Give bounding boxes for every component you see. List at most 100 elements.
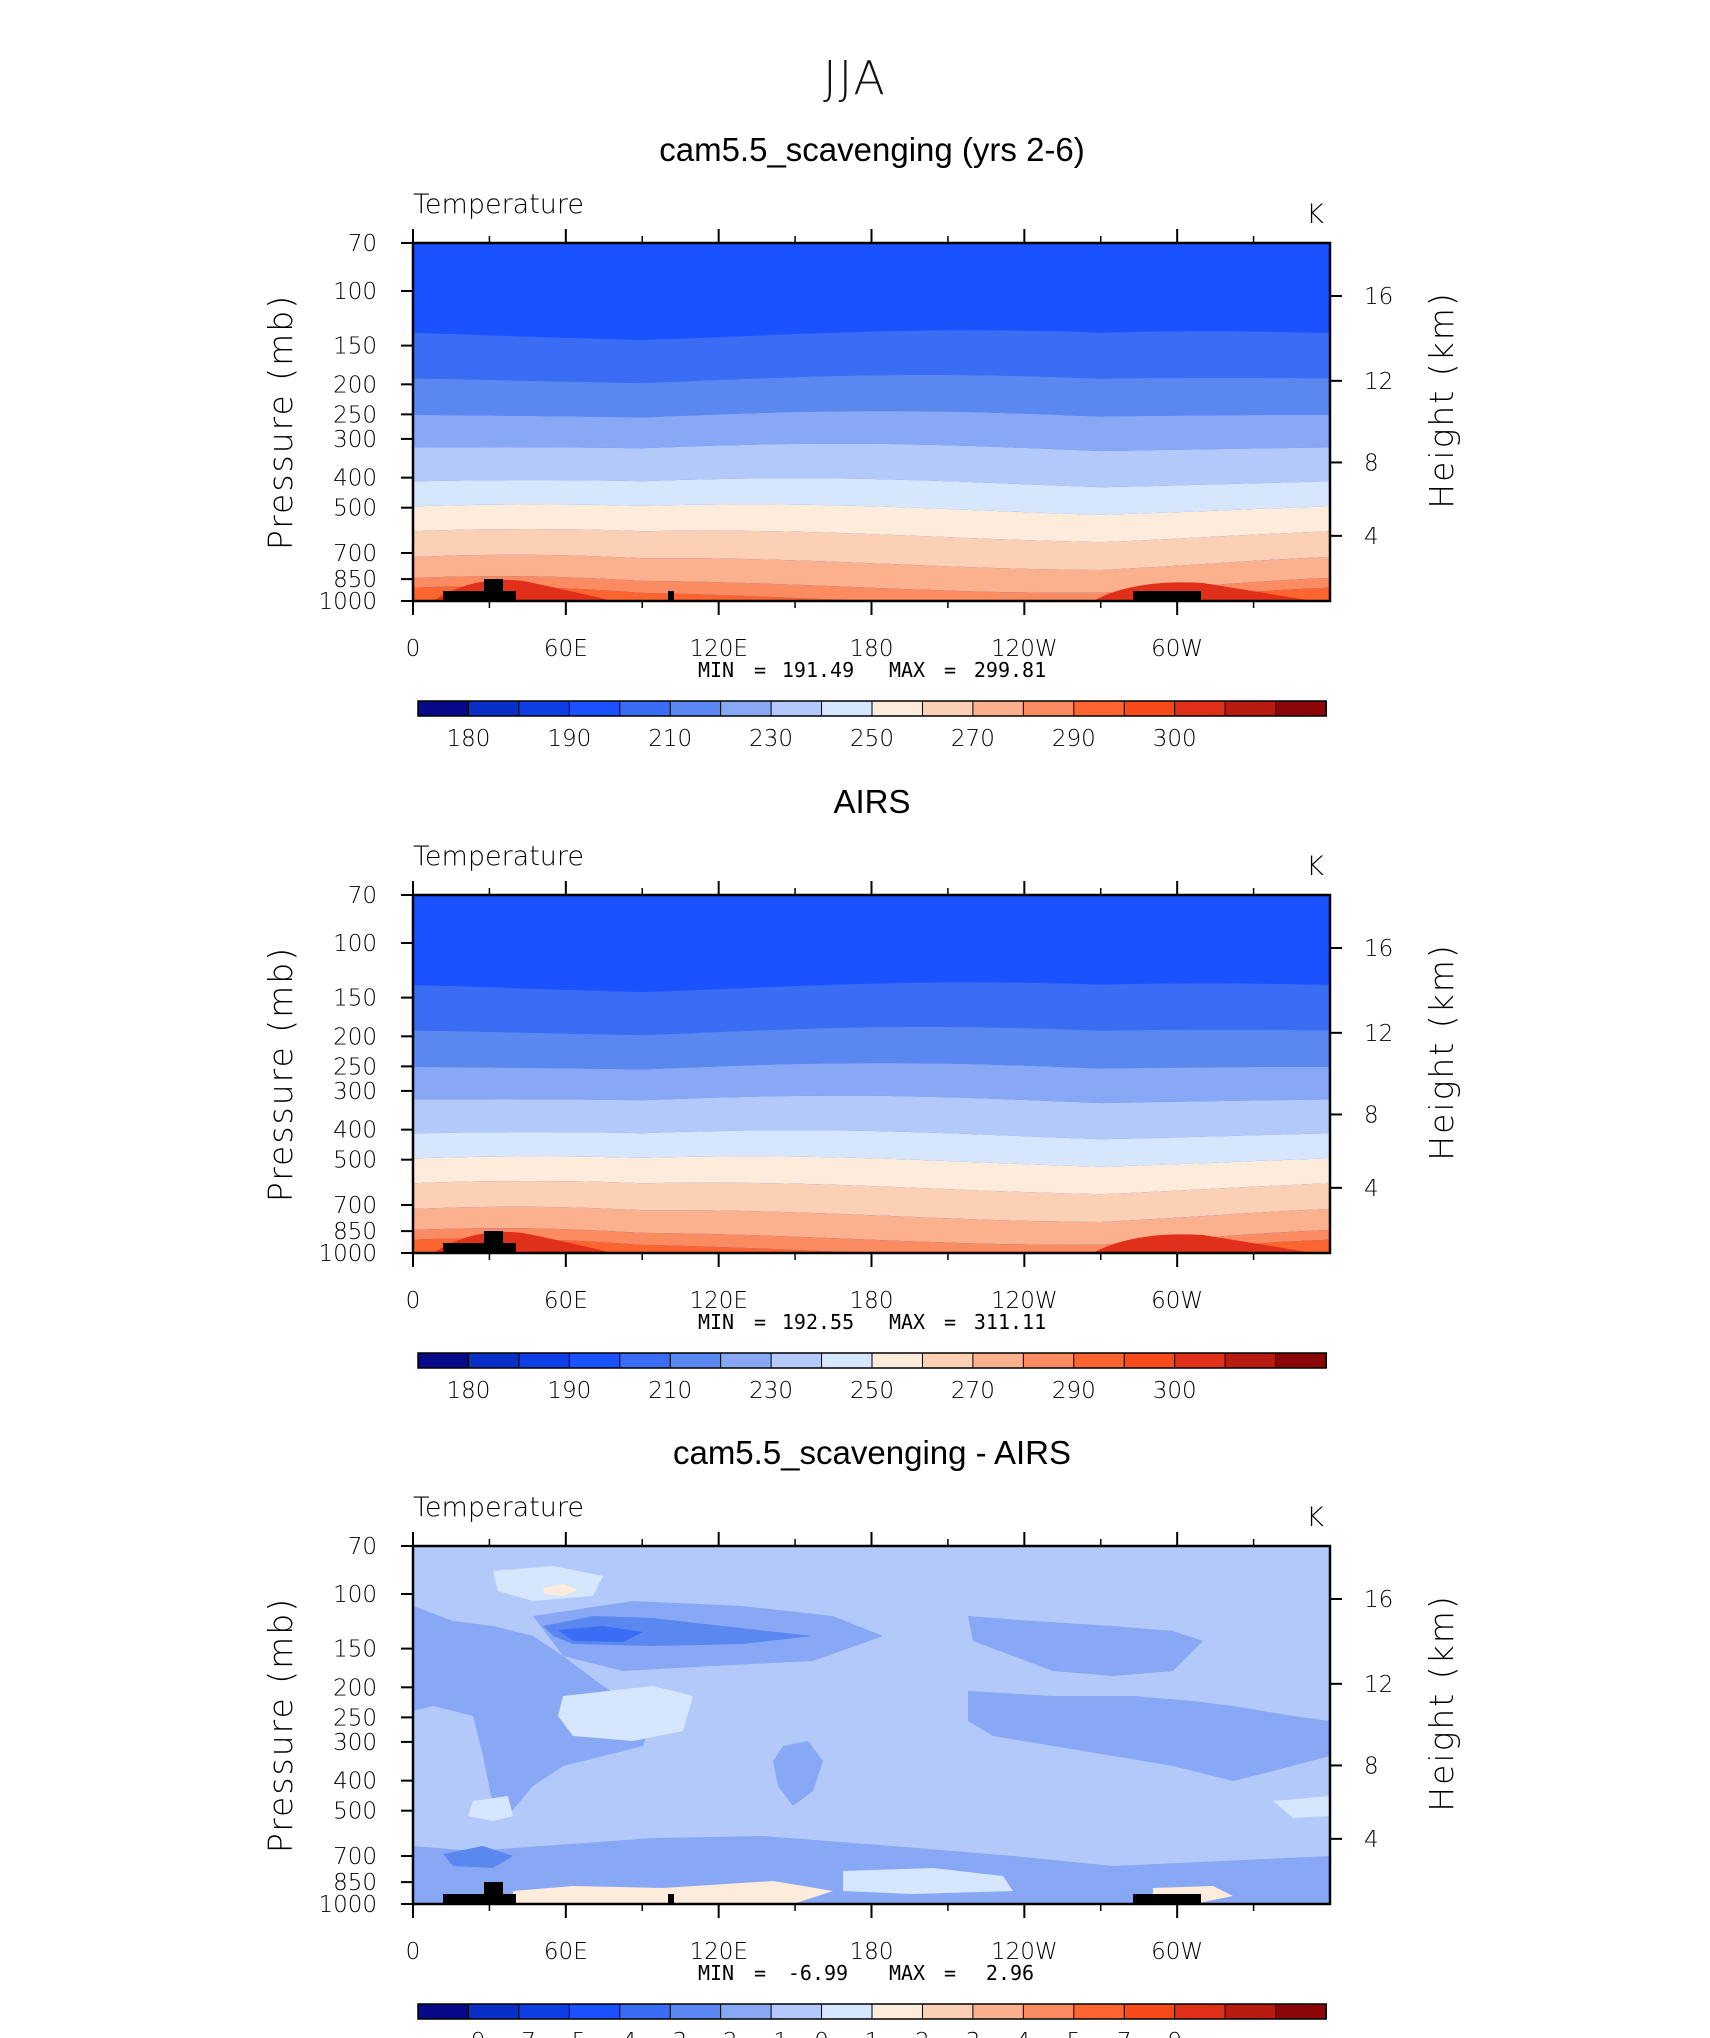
lon-tick-label: 180 [850, 1288, 894, 1314]
colorbar-label: 180 [446, 1378, 490, 1404]
panel-1: cam5.5_scavenging (yrs 2-6) Temperature K 7… [261, 131, 1461, 752]
pressure-tick-label: 400 [333, 1118, 377, 1144]
pressure-tick-label: 300 [333, 1079, 377, 1105]
pressure-tick-label: 150 [333, 1637, 377, 1663]
colorbar-label: 230 [749, 726, 793, 752]
colorbar-swatch [1123, 1352, 1176, 1369]
colorbar-swatch [1174, 1352, 1227, 1369]
min-label: MIN [698, 1310, 734, 1334]
colorbar-swatch [1224, 700, 1277, 717]
contour-field [413, 895, 1330, 1253]
lon-tick-label: 60W [1151, 636, 1203, 662]
colorbar-label: 250 [850, 1378, 894, 1404]
panel-title: AIRS [833, 783, 910, 820]
contour-band [413, 1206, 1330, 1245]
panel-title: cam5.5_scavenging - AIRS [673, 1434, 1071, 1471]
lon-tick-label: 0 [406, 1288, 421, 1314]
colorbar-swatch [770, 2003, 823, 2020]
pressure-tick-label: 70 [348, 883, 377, 909]
colorbar-label: −2 [704, 2029, 738, 2038]
pressure-tick-label: 250 [333, 1705, 377, 1731]
contour-band [843, 1868, 1013, 1894]
contour-band [413, 982, 1330, 1036]
pressure-tick-label: 100 [333, 1582, 377, 1608]
colorbar-label: 250 [850, 726, 894, 752]
pressure-tick-label: 500 [333, 496, 377, 522]
pressure-tick-label: 400 [333, 466, 377, 492]
terrain-andes [1133, 591, 1201, 601]
colorbar-swatch [619, 2003, 672, 2020]
pressure-tick-label: 850 [333, 567, 377, 593]
colorbar-swatch [518, 1352, 571, 1369]
max-value: 299.81 [974, 658, 1046, 682]
colorbar-label: 300 [1153, 1378, 1197, 1404]
contour-band [413, 1836, 1330, 1904]
contour-band [413, 1026, 1330, 1070]
pressure-tick-label: 850 [333, 1870, 377, 1896]
pressure-tick-label: 100 [333, 931, 377, 957]
pressure-tick-label: 1000 [318, 1892, 377, 1918]
colorbar: 180 190 210 230 250 270 290 300 [417, 1352, 1327, 1404]
pressure-tick-label: 150 [333, 986, 377, 1012]
colorbar-label: 290 [1052, 1378, 1096, 1404]
colorbar-swatch [720, 1352, 773, 1369]
lon-tick-label: 60E [544, 1288, 588, 1314]
colorbar-swatch [417, 2003, 470, 2020]
colorbar-swatch [1275, 700, 1327, 717]
contour-band [413, 895, 1330, 992]
colorbar-swatch [1022, 700, 1075, 717]
contour-band [413, 1228, 1330, 1253]
colorbar-label: 5 [1066, 2029, 1081, 2038]
contour-band [413, 411, 1330, 452]
y-axis-label: Pressure (mb) [261, 294, 300, 550]
colorbar-swatch [1174, 700, 1227, 717]
pressure-tick-label: 250 [333, 402, 377, 428]
colorbar-swatch [972, 1352, 1025, 1369]
colorbar-swatch [1123, 2003, 1176, 2020]
colorbar-label: 9 [1167, 2029, 1182, 2038]
colorbar-label: 290 [1052, 726, 1096, 752]
colorbar-swatch [568, 1352, 621, 1369]
pressure-tick-label: 200 [333, 372, 377, 398]
pressure-tick-label: 200 [333, 1675, 377, 1701]
colorbar-swatch [1224, 1352, 1277, 1369]
contour-band [413, 478, 1330, 515]
lon-tick-label: 120W [991, 636, 1058, 662]
units-label: K [1306, 1502, 1324, 1533]
colorbar-swatch [619, 700, 672, 717]
colorbar-label: 270 [951, 726, 995, 752]
colorbar-swatch [467, 2003, 520, 2020]
lon-tick-label: 120E [689, 1939, 747, 1965]
colorbar-label: 190 [547, 726, 591, 752]
colorbar-swatch [972, 700, 1025, 717]
max-value: 2.96 [986, 1961, 1034, 1985]
lon-tick-label: 60W [1151, 1288, 1203, 1314]
min-value: -6.99 [788, 1961, 848, 1985]
colorbar-swatch [871, 1352, 924, 1369]
contour-band [413, 1095, 1330, 1140]
colorbar-label: −3 [653, 2029, 687, 2038]
contour-band [413, 529, 1330, 570]
colorbar-swatch [669, 1352, 722, 1369]
min-label: MIN [698, 1961, 734, 1985]
terrain-africa [443, 1882, 516, 1904]
contour-band [773, 1741, 823, 1806]
pressure-tick-label: 300 [333, 1730, 377, 1756]
contour-band [413, 1063, 1330, 1104]
contour-band [468, 1796, 513, 1821]
stat-equals: = [944, 1961, 956, 1985]
colorbar-swatch [921, 700, 974, 717]
contour-band [413, 374, 1330, 418]
colorbar-label: −5 [552, 2029, 586, 2038]
pressure-tick-label: 100 [333, 279, 377, 305]
terrain-africa [443, 1231, 516, 1253]
stat-equals: = [754, 1310, 766, 1334]
contour-band [413, 504, 1330, 543]
colorbar-label: −1 [754, 2029, 788, 2038]
pressure-tick-label: 700 [333, 1193, 377, 1219]
variable-label: Temperature [413, 1492, 584, 1523]
terrain-tibet [668, 1894, 674, 1904]
